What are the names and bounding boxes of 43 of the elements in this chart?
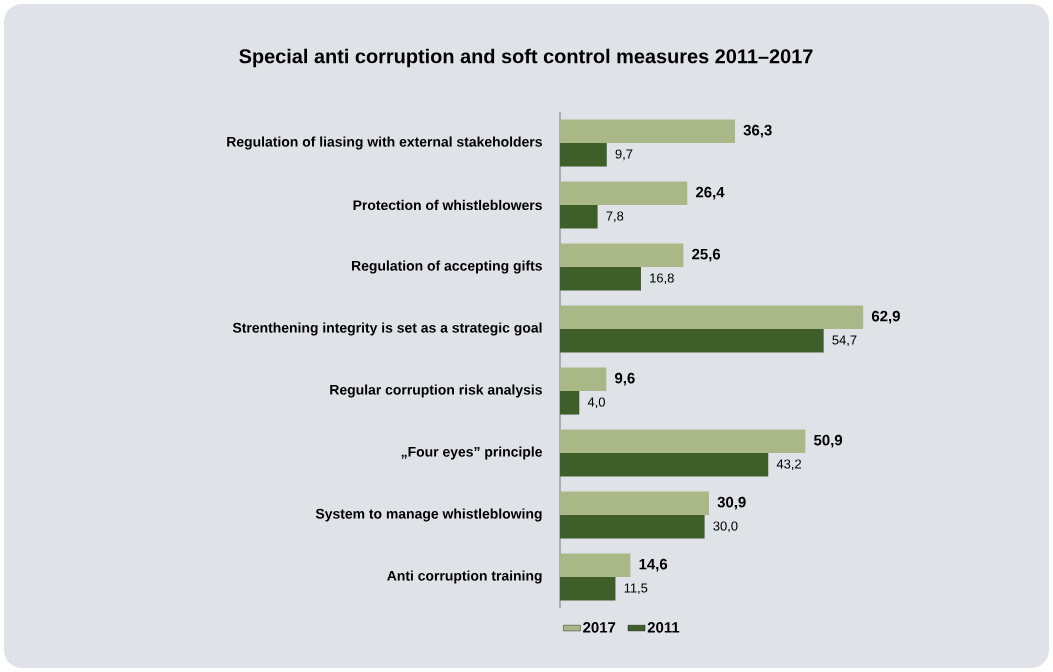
data-label: 54,7	[832, 335, 857, 347]
data-label: 43,2	[776, 459, 801, 471]
bar	[560, 328, 824, 353]
data-label: 62,9	[871, 310, 900, 324]
y-tick-label: Regular corruption risk analysis	[330, 384, 542, 398]
bar	[560, 142, 607, 167]
bar	[560, 452, 769, 477]
data-label: 14,6	[639, 558, 668, 572]
y-tick-label: Regulation of liasing with external stakeholders	[227, 136, 542, 150]
y-tick-label: Regulation of accepting gifts	[352, 260, 542, 274]
chart-title: Special anti corruption and soft control measures 2011–2017	[239, 48, 813, 68]
data-label: 7,8	[606, 211, 624, 223]
bar	[560, 266, 641, 291]
legend-label: 2011	[647, 622, 680, 633]
data-label: 9,6	[615, 372, 635, 386]
bar	[560, 576, 616, 601]
data-label: 36,3	[743, 124, 772, 138]
bar	[560, 553, 631, 577]
bar	[560, 514, 705, 539]
bar	[560, 243, 684, 267]
y-tick-label: Strenthening integrity is set as a strategic goal	[232, 322, 542, 336]
bar	[560, 204, 598, 229]
legend-label: 2017	[583, 622, 616, 633]
data-label: 30,9	[717, 496, 746, 510]
data-label: 11,5	[624, 583, 648, 595]
data-label: 30,0	[713, 521, 738, 533]
data-label: 26,4	[695, 186, 725, 200]
data-label: 9,7	[615, 149, 633, 161]
data-label: 4,0	[587, 397, 605, 409]
data-label: 16,8	[650, 273, 674, 285]
bar	[560, 181, 688, 205]
data-label: 50,9	[814, 434, 843, 448]
bar	[560, 367, 607, 391]
bar	[560, 491, 709, 515]
bar	[560, 390, 580, 415]
y-tick-label: Anti corruption training	[387, 570, 542, 584]
y-tick-label: „Four eyes” principle	[401, 446, 542, 460]
data-label: 25,6	[692, 248, 721, 262]
bar	[560, 429, 806, 453]
y-tick-label: Protection of whistleblowers	[353, 199, 542, 211]
y-tick-label: System to manage whistleblowing	[315, 508, 542, 522]
bar	[560, 305, 864, 329]
bar	[560, 119, 735, 143]
